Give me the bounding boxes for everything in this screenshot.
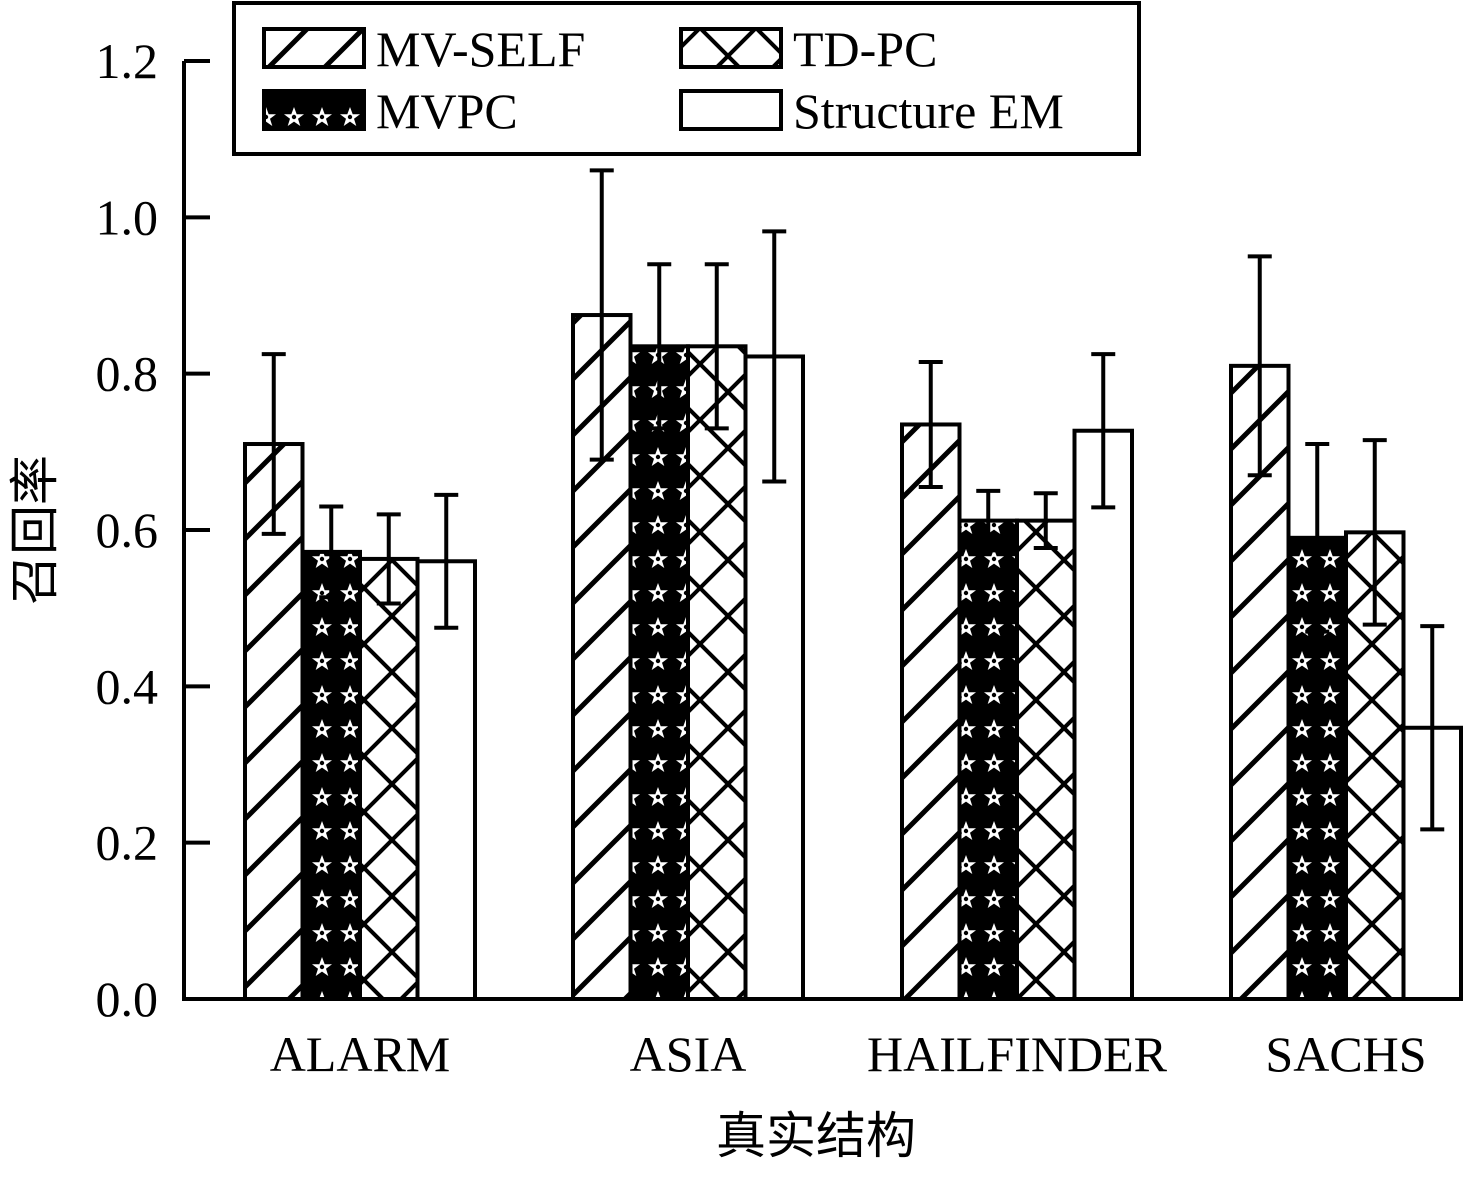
error-bar	[1305, 442, 1330, 634]
bar-mvpc-hailfinder	[957, 518, 1019, 1001]
error-bar	[704, 262, 729, 431]
y-ticks: 0.0 0.2 0.4 0.6 0.8 1.0 1.2	[96, 33, 210, 1027]
y-axis-title: 召回率	[6, 455, 64, 605]
error-bar	[1420, 624, 1445, 832]
legend-swatch-mv-self	[262, 27, 366, 69]
bar-td-pc-hailfinder	[1015, 518, 1077, 1001]
legend-swatch-structure-em	[679, 89, 783, 131]
bar-structure-em-hailfinder	[1072, 428, 1134, 1001]
error-bar	[261, 352, 286, 536]
error-bar	[1247, 254, 1272, 478]
x-tick-label: HAILFINDER	[867, 1026, 1168, 1082]
error-bar	[319, 504, 344, 600]
bar-td-pc-alarm	[358, 556, 420, 1002]
x-tick-label: ASIA	[630, 1026, 747, 1082]
error-bar	[647, 262, 672, 431]
error-bar	[434, 492, 459, 630]
x-ticks: ALARM ASIA HAILFINDER SACHS	[270, 1026, 1427, 1082]
y-tick-label: 1.0	[96, 189, 159, 245]
x-tick-label: ALARM	[270, 1026, 451, 1082]
y-tick-label: 0.2	[96, 815, 159, 871]
error-bar	[1091, 352, 1116, 510]
legend-label-mvpc: MVPC	[376, 83, 518, 139]
x-axis-title: 真实结构	[716, 1107, 916, 1165]
y-tick-label: 1.2	[96, 33, 159, 89]
legend-label-structure-em: Structure EM	[793, 83, 1064, 139]
bar-structure-em-alarm	[415, 559, 477, 1001]
legend: MV-SELF TD-PC MVPC Structure EM	[232, 1, 1141, 156]
y-tick-label: 0.0	[96, 971, 159, 1027]
bar-mv-self-hailfinder	[900, 422, 962, 1002]
legend-swatch-mvpc	[262, 89, 366, 131]
bar-td-pc-asia	[686, 344, 748, 1001]
y-tick-label: 0.8	[96, 346, 159, 402]
legend-swatch-td-pc	[679, 27, 783, 69]
bars	[243, 168, 1463, 1002]
error-bar	[1362, 438, 1387, 627]
x-tick-label: SACHS	[1265, 1026, 1426, 1082]
error-bar	[1033, 491, 1058, 550]
error-bar	[376, 512, 401, 606]
legend-label-mv-self: MV-SELF	[376, 21, 585, 77]
y-tick-label: 0.6	[96, 502, 159, 558]
bar-mvpc-alarm	[300, 549, 362, 1001]
error-bar	[589, 168, 614, 462]
legend-label-td-pc: TD-PC	[793, 21, 937, 77]
error-bar	[918, 359, 943, 490]
bar-mvpc-asia	[628, 344, 690, 1001]
y-tick-label: 0.4	[96, 658, 159, 714]
error-bar	[976, 488, 1001, 553]
error-bar	[762, 229, 787, 484]
